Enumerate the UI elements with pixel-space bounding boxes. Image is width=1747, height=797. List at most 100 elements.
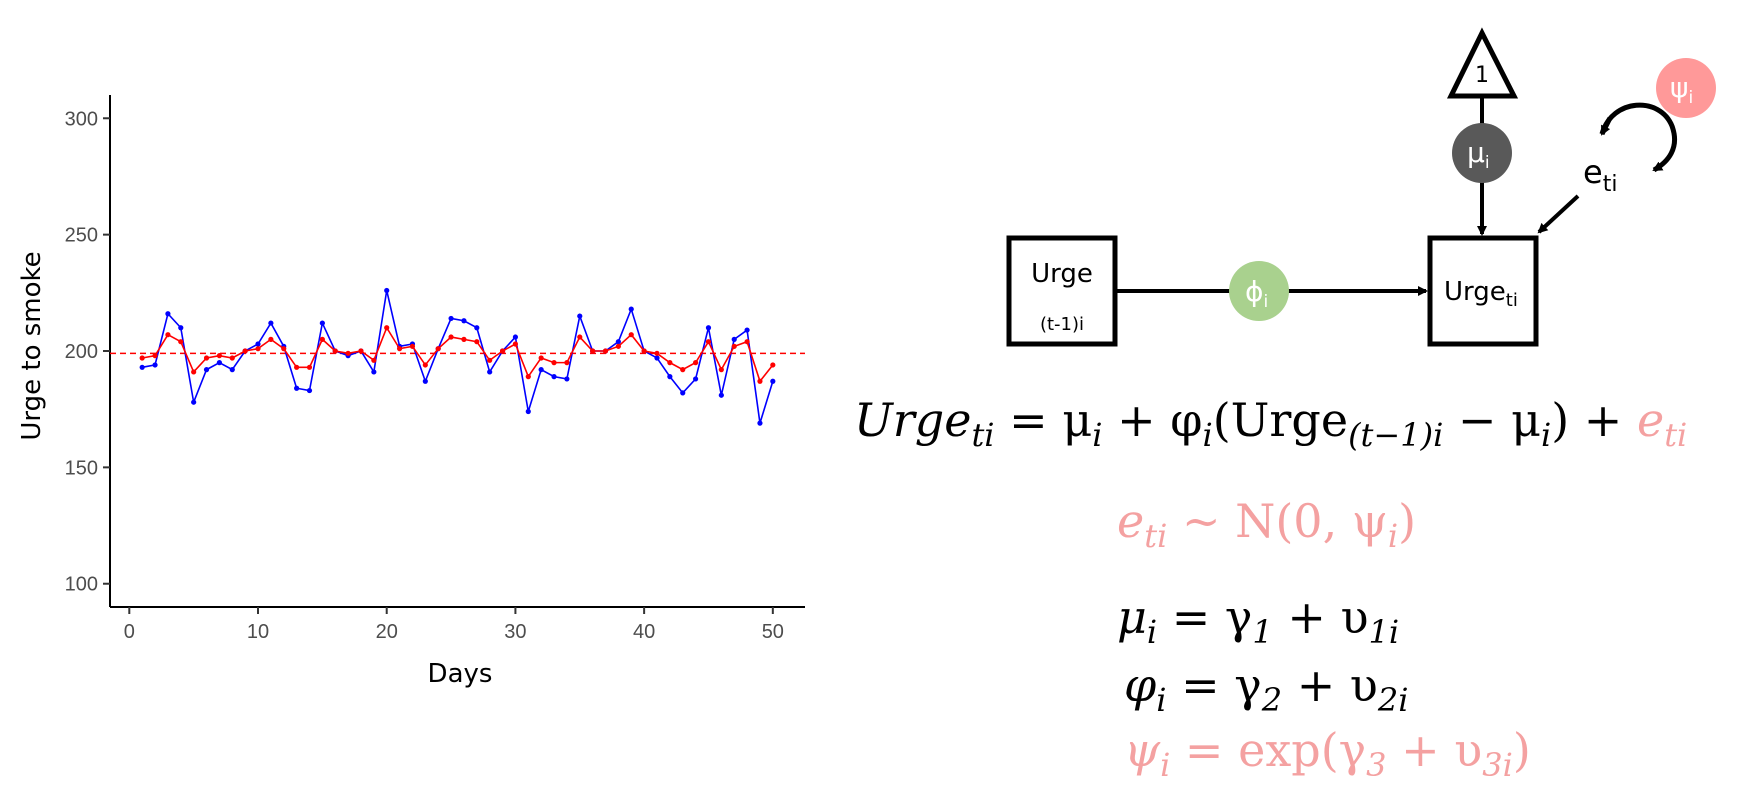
- series-2-point: [770, 362, 776, 368]
- x-tick-label: 10: [247, 621, 269, 643]
- series-2-point: [693, 360, 699, 366]
- series-1-point: [165, 311, 171, 317]
- variance-loop: [1599, 102, 1678, 173]
- series-2-line: [142, 325, 774, 383]
- y-tick-label: 100: [65, 574, 98, 596]
- x-tick-label: 30: [504, 621, 526, 643]
- series-1-point: [152, 362, 158, 368]
- series-1-point: [628, 306, 634, 312]
- series-1-point: [538, 367, 544, 373]
- equation-urge: Urgeti = μi + φi(Urge(t−1)i − μi) + eti: [854, 393, 1687, 454]
- series-2-point: [628, 332, 634, 338]
- series-1-point: [744, 327, 750, 333]
- series-2-point: [718, 367, 724, 373]
- series-2-point: [474, 339, 480, 345]
- series-2-point: [268, 336, 274, 342]
- series-2-point: [396, 346, 403, 352]
- variance-loop-start-arrow: [1599, 116, 1613, 136]
- equation-error-distribution: eti ~ N(0, ψi): [1117, 494, 1416, 555]
- series-2-point: [203, 355, 210, 361]
- series-2-point: [538, 355, 544, 361]
- series-2-point: [345, 350, 351, 356]
- series-1-point: [474, 325, 480, 331]
- series-1-point: [255, 341, 261, 347]
- series-2-point: [602, 348, 609, 354]
- psi-circle: [1656, 58, 1716, 118]
- series-2-point: [255, 346, 261, 352]
- series-1-point: [203, 367, 210, 373]
- series-2-point: [525, 374, 531, 380]
- series-1-point: [577, 313, 583, 319]
- series-2-point: [152, 353, 158, 359]
- series-2-point: [178, 339, 184, 345]
- series-1-point: [216, 360, 222, 366]
- error-label: eti: [1583, 153, 1617, 197]
- series-1-point: [139, 364, 145, 370]
- node-urge-previous-subscript: (t-1)i: [1040, 314, 1084, 335]
- series-2-point: [229, 355, 235, 361]
- series-2-point: [435, 346, 441, 352]
- series-1-point: [705, 325, 712, 331]
- series-1-point: [229, 367, 235, 373]
- series-1-point: [654, 355, 660, 361]
- x-tick-label: 0: [124, 621, 135, 643]
- series-2-point: [191, 369, 197, 375]
- series-2-point: [319, 336, 325, 342]
- node-urge-current-label: Urgeti: [1444, 277, 1518, 311]
- series-2-point: [448, 334, 454, 340]
- node-urge-current: [1427, 235, 1539, 347]
- equation-phi: φi = γ2 + υ2i: [1124, 658, 1408, 719]
- series-2-point: [641, 348, 647, 354]
- series-2-point: [371, 357, 377, 363]
- series-1-point: [731, 336, 737, 342]
- urge-line-chart: 100 150 200 250 300 0 10 20 30 40 50 Days Urge to …: [17, 95, 805, 689]
- series-2-point: [409, 343, 416, 349]
- series-1-point: [178, 325, 184, 331]
- series-2-point: [654, 350, 660, 356]
- series-1-point: [615, 339, 621, 345]
- series-1-point: [551, 374, 557, 380]
- series-1-point: [294, 385, 300, 391]
- series-1-point: [693, 376, 699, 382]
- series-1-point: [268, 320, 274, 326]
- series-1-point: [667, 374, 673, 380]
- series-2-point: [306, 364, 313, 370]
- series-2-point: [551, 360, 557, 366]
- series-2-point: [332, 348, 338, 354]
- series-1-point: [512, 334, 519, 340]
- x-tick-label: 50: [762, 621, 784, 643]
- equation-mu: μi = γ1 + υ1i: [1117, 590, 1399, 651]
- x-tick-label: 20: [376, 621, 398, 643]
- series-2-point: [680, 367, 686, 373]
- y-tick-label: 250: [65, 225, 98, 247]
- series-1-line: [142, 290, 774, 424]
- series-2-point: [564, 360, 570, 366]
- phi-label: ϕi: [1245, 275, 1268, 312]
- phi-circle: [1229, 261, 1289, 321]
- series-2-point: [281, 346, 287, 352]
- series-2-point: [499, 348, 506, 354]
- series-2-point: [216, 353, 222, 359]
- node-urge-previous-label: Urge: [1031, 259, 1093, 289]
- series-2-point: [384, 325, 390, 331]
- series-2-point: [422, 362, 428, 368]
- node-urge-previous: [1006, 235, 1118, 347]
- series-1-point: [487, 369, 493, 375]
- series-2-point: [461, 336, 467, 342]
- series-2-point: [242, 348, 248, 354]
- series-1-point: [564, 376, 570, 382]
- series-2-point: [512, 341, 519, 347]
- series-1-point: [306, 387, 313, 394]
- y-axis-title: Urge to smoke: [17, 251, 47, 440]
- constant-label: 1: [1475, 63, 1489, 88]
- series-1-point: [718, 392, 724, 398]
- series-1-point: [757, 420, 763, 426]
- series-2-point: [165, 332, 171, 338]
- series-2-point: [731, 343, 737, 349]
- psi-label: ψi: [1670, 71, 1693, 108]
- series-1-point: [461, 318, 467, 324]
- x-tick-label: 40: [633, 621, 655, 643]
- y-tick-label: 200: [65, 341, 98, 363]
- series-2-point: [294, 364, 300, 370]
- series-2-point: [577, 334, 583, 340]
